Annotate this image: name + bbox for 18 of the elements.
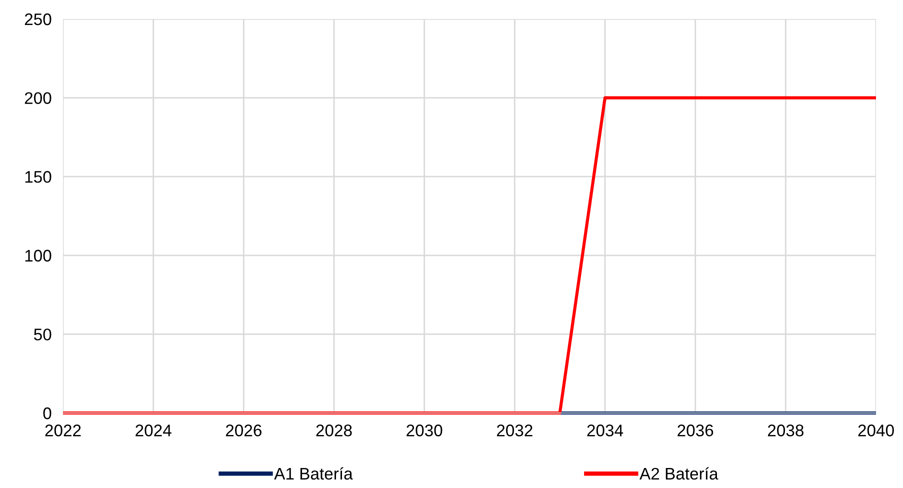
legend-label: A1 Batería [274,467,353,480]
x-tick-label: 2026 [226,424,262,436]
x-tick-label: 2038 [768,424,804,436]
legend-label: A2 Batería [640,467,718,480]
x-tick-label: 2032 [496,424,532,436]
x-tick-label: 2022 [45,424,81,436]
y-tick-label: 250 [24,13,52,26]
y-tick-label: 100 [25,250,52,262]
y-tick-label: 0 [43,407,52,420]
x-tick-label: 2028 [316,424,352,436]
x-tick-label: 2024 [136,424,172,436]
x-tick-label: 2036 [678,424,714,436]
x-tick-label: 2034 [587,424,624,436]
x-tick-label: 2030 [406,424,442,436]
y-tick-label: 150 [25,171,52,183]
y-tick-label: 50 [34,328,52,340]
x-tick-label: 2040 [858,424,894,436]
y-tick-label: 200 [24,92,52,104]
